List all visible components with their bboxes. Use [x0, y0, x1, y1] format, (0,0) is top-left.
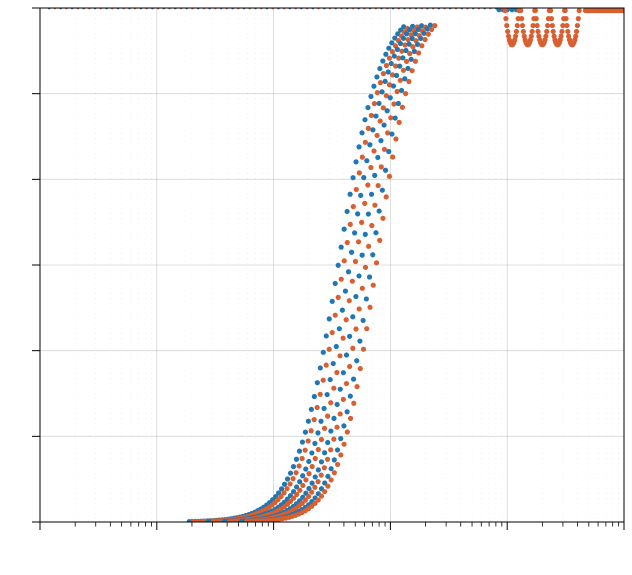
scatter-chart: [0, 0, 632, 575]
